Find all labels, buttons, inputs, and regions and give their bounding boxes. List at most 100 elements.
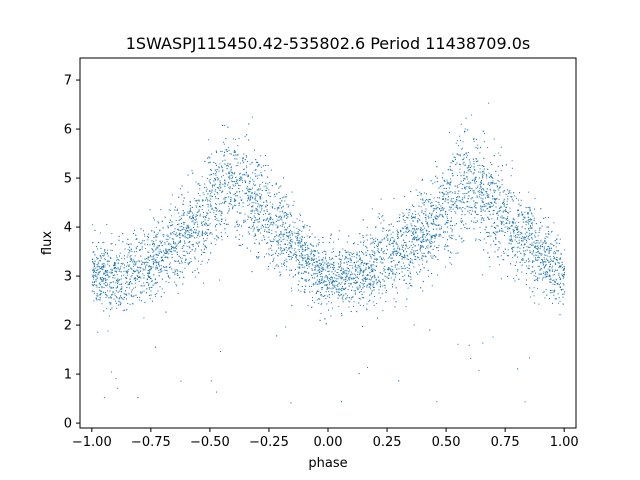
data-point — [116, 307, 118, 309]
data-point — [154, 283, 156, 285]
data-point — [420, 228, 421, 230]
data-point — [482, 173, 483, 175]
data-point — [459, 155, 461, 157]
data-point — [561, 264, 563, 266]
data-point — [459, 171, 461, 173]
data-point — [552, 274, 554, 276]
data-point — [289, 231, 291, 232]
data-point — [473, 140, 475, 142]
data-point — [537, 256, 539, 258]
data-point — [318, 290, 320, 292]
data-point — [492, 180, 494, 182]
data-point — [318, 239, 320, 241]
data-point — [214, 215, 216, 217]
data-point — [305, 271, 307, 273]
data-point — [425, 214, 427, 216]
data-point — [279, 201, 281, 203]
data-point — [232, 172, 234, 174]
data-point — [246, 165, 247, 167]
data-point — [540, 241, 542, 243]
data-point — [156, 247, 158, 249]
data-point — [290, 245, 292, 247]
data-point — [272, 219, 274, 220]
data-point — [254, 198, 256, 200]
data-point — [562, 293, 564, 295]
data-point — [215, 207, 217, 209]
data-point — [418, 239, 420, 241]
data-point — [296, 227, 298, 229]
data-point — [382, 262, 384, 264]
data-point — [269, 216, 271, 218]
data-point — [291, 238, 293, 240]
data-point — [360, 263, 362, 265]
data-point — [209, 190, 211, 192]
data-point — [280, 185, 282, 187]
data-point — [517, 242, 519, 244]
data-point — [543, 248, 545, 250]
data-point — [157, 232, 159, 234]
data-point — [92, 270, 94, 272]
data-point — [555, 264, 557, 265]
data-point — [361, 282, 363, 284]
data-point — [539, 227, 540, 229]
data-point — [169, 262, 171, 264]
data-point — [546, 270, 548, 272]
data-point — [106, 224, 108, 226]
data-point — [383, 265, 385, 267]
data-point — [355, 261, 357, 263]
data-point — [273, 222, 275, 224]
data-point — [516, 234, 518, 236]
data-point — [189, 205, 191, 206]
data-point — [452, 175, 454, 177]
data-point — [381, 257, 383, 259]
data-point — [408, 209, 410, 211]
data-point — [549, 261, 551, 262]
data-point — [214, 178, 216, 180]
data-point — [317, 266, 319, 268]
data-point — [132, 266, 134, 268]
data-point — [146, 261, 148, 263]
data-point — [495, 190, 497, 192]
data-point — [511, 248, 513, 250]
data-point — [191, 230, 193, 232]
data-point — [384, 285, 386, 287]
data-point — [414, 245, 416, 247]
data-point — [137, 260, 139, 262]
data-point — [208, 209, 209, 211]
data-point — [218, 211, 220, 213]
data-point — [410, 261, 412, 263]
data-point — [201, 222, 203, 224]
data-point — [320, 270, 322, 272]
data-point — [503, 210, 505, 212]
data-point — [308, 278, 310, 280]
data-point — [267, 183, 269, 185]
data-point — [203, 194, 205, 196]
data-point — [257, 206, 259, 208]
data-point — [499, 209, 501, 211]
data-point — [279, 225, 281, 227]
data-point — [294, 242, 296, 244]
data-point — [329, 259, 331, 261]
data-point — [168, 263, 170, 265]
data-point — [398, 251, 400, 253]
data-point — [318, 282, 320, 284]
data-point — [147, 284, 149, 286]
data-point — [542, 273, 544, 275]
data-point — [460, 180, 462, 182]
data-point — [431, 240, 433, 242]
data-point — [309, 236, 311, 237]
data-point — [452, 198, 454, 199]
data-point — [285, 269, 287, 271]
data-point — [147, 251, 149, 253]
data-point — [409, 253, 411, 255]
data-point — [392, 225, 394, 227]
data-point — [430, 216, 432, 218]
data-point — [500, 278, 502, 280]
data-point — [422, 239, 424, 241]
data-point — [250, 213, 252, 214]
data-point — [205, 231, 207, 233]
data-point — [407, 255, 409, 257]
data-point — [542, 259, 544, 261]
data-point — [376, 303, 378, 304]
data-point — [173, 246, 175, 248]
